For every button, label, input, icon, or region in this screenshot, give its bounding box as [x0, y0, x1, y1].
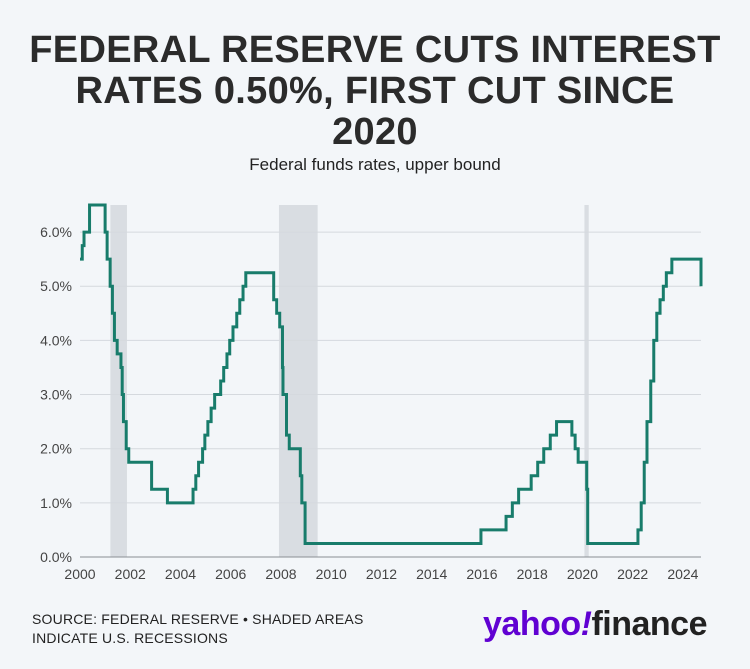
series-layer — [80, 203, 703, 545]
y-axis-ticks: 0.0% 1.0% 2.0% 3.0% 4.0% 5.0% 6.0% — [40, 224, 72, 565]
x-tick-label: 2012 — [366, 566, 397, 582]
recession-band — [278, 205, 318, 557]
fed-funds-rate-line — [80, 203, 703, 545]
y-tick-label: 4.0% — [40, 332, 72, 348]
title-line-2: RATES 0.50%, FIRST CUT SINCE — [75, 70, 675, 112]
y-tick-label: 5.0% — [40, 278, 72, 294]
x-axis-ticks: 2000 2002 2004 2006 2008 2010 2012 2014 2016 2018… — [64, 566, 698, 582]
x-tick-label: 2018 — [517, 566, 548, 582]
y-tick-label: 6.0% — [40, 224, 72, 240]
title-line-3: 2020 — [332, 111, 418, 153]
chart-subtitle: Federal funds rates, upper bound — [249, 155, 501, 174]
recession-band — [584, 205, 589, 557]
title-line-1: FEDERAL RESERVE CUTS INTEREST — [29, 29, 721, 71]
logo-finance: finance — [591, 605, 707, 643]
x-tick-label: 2014 — [416, 566, 447, 582]
source-note: SOURCE: FEDERAL RESERVE • SHADED AREAS I… — [32, 610, 363, 648]
x-tick-label: 2022 — [617, 566, 648, 582]
y-tick-label: 3.0% — [40, 387, 72, 403]
yahoo-finance-logo: yahoo!finance — [483, 604, 707, 644]
gridlines — [80, 231, 701, 558]
x-tick-label: 2024 — [667, 566, 698, 582]
x-tick-label: 2010 — [316, 566, 347, 582]
source-line-1: SOURCE: FEDERAL RESERVE • SHADED AREAS — [32, 611, 364, 627]
x-tick-label: 2000 — [64, 566, 95, 582]
x-tick-label: 2006 — [215, 566, 246, 582]
logo-bang: ! — [580, 605, 592, 643]
chart-title: FEDERAL RESERVE CUTS INTEREST RATES 0.50… — [0, 30, 750, 153]
x-tick-label: 2002 — [115, 566, 146, 582]
source-line-2: INDICATE U.S. RECESSIONS — [32, 630, 228, 646]
x-tick-label: 2016 — [466, 566, 497, 582]
x-tick-label: 2008 — [265, 566, 296, 582]
logo-yahoo: yahoo — [483, 605, 581, 643]
y-tick-label: 1.0% — [40, 495, 72, 511]
rates-chart: 0.0%1.0%2.0%3.0%4.0%5.0%6.0% 2000 2002 200… — [40, 203, 703, 582]
x-tick-label: 2020 — [567, 566, 598, 582]
y-tick-label: 2.0% — [40, 441, 72, 457]
x-tick-label: 2004 — [165, 566, 196, 582]
y-tick-label: 0.0% — [40, 549, 72, 565]
recession-band — [110, 205, 127, 557]
recession-bands — [110, 205, 589, 557]
